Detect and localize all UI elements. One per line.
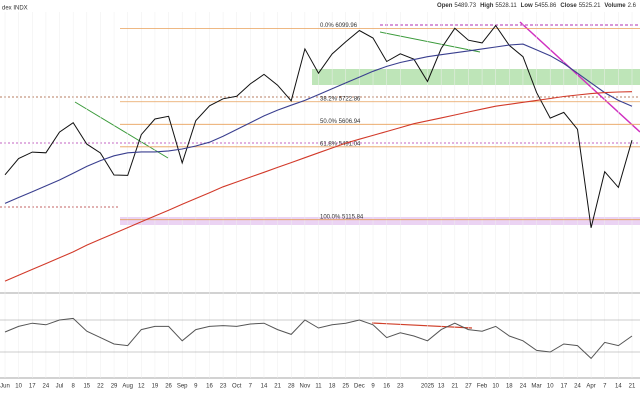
trend-line [74, 101, 169, 159]
x-tick-label: 15 [83, 384, 90, 390]
quote-value: 5455.86 [535, 3, 557, 9]
x-tick-label: 28 [288, 384, 295, 390]
x-tick-label: 24 [43, 384, 50, 390]
trend-line [519, 21, 640, 133]
x-tick-label: 21 [451, 384, 458, 390]
x-tick-label: 2025 [421, 384, 435, 390]
divergence-line [371, 322, 473, 329]
trend-line [379, 31, 481, 53]
fib-label: 38.2% 5722.86 [320, 96, 361, 102]
x-tick-label: 22 [97, 384, 104, 390]
x-tick-label: Nov [300, 384, 311, 390]
x-tick-label: 16 [206, 384, 213, 390]
x-tick-label: 10 [547, 384, 554, 390]
x-tick-label: 18 [329, 384, 336, 390]
x-tick-label: 17 [29, 384, 36, 390]
x-tick-label: 14 [261, 384, 268, 390]
fib-label: 50.0% 5606.94 [320, 119, 361, 125]
quote-value: 5528.11 [495, 3, 517, 9]
x-tick-label: Apr [586, 384, 595, 390]
x-tick-label: 19 [152, 384, 159, 390]
x-tick-label: 12 [138, 384, 145, 390]
quote-bar: Open 5489.73 High 5528.11 Low 5455.86 Close 552… [437, 3, 637, 9]
quote-name: Open [437, 3, 453, 9]
x-tick-label: 17 [561, 384, 568, 390]
quote-name: Low [521, 3, 533, 9]
x-tick-label: 7 [603, 384, 607, 390]
x-tick-label: Dec [354, 384, 365, 390]
x-tick-label: 25 [342, 384, 349, 390]
support-zone [312, 69, 640, 85]
series-line [4, 91, 633, 282]
series-line [4, 43, 633, 204]
x-tick-label: 21 [629, 384, 636, 390]
x-tick-label: 26 [165, 384, 172, 390]
series-line [4, 24, 633, 228]
chart-title: dex INDX [2, 6, 28, 12]
x-tick-label: Oct [232, 384, 242, 390]
x-tick-label: 11 [315, 384, 322, 390]
x-tick-label: 27 [465, 384, 472, 390]
x-tick-label: 7 [249, 384, 253, 390]
x-tick-label: 23 [220, 384, 227, 390]
x-tick-label: 21 [274, 384, 281, 390]
x-tick-label: 10 [15, 384, 22, 390]
x-tick-label: Mar [531, 384, 541, 390]
support-band [120, 217, 640, 225]
x-tick-label: 14 [615, 384, 622, 390]
quote-value: 5489.73 [454, 3, 476, 9]
x-tick-label: 10 [492, 384, 499, 390]
x-tick-label: 29 [111, 384, 118, 390]
x-tick-label: 9 [371, 384, 375, 390]
quote-name: High [480, 3, 494, 9]
x-tick-label: 8 [71, 384, 75, 390]
quote-name: Close [560, 3, 577, 9]
x-tick-label: Feb [477, 384, 488, 390]
quote-value: 2.6 [628, 3, 637, 9]
x-tick-label: 18 [506, 384, 513, 390]
quote-name: Volume [604, 3, 626, 9]
fib-label: 61.8% 5491.04 [320, 141, 361, 147]
series-line [4, 317, 633, 360]
x-tick-label: 9 [194, 384, 198, 390]
x-tick-label: 23 [397, 384, 404, 390]
x-tick-label: 24 [574, 384, 581, 390]
x-tick-label: Aug [122, 384, 133, 390]
fib-label: 100.0% 5115.84 [320, 214, 364, 220]
x-tick-label: Jun [0, 384, 10, 390]
quote-value: 5525.21 [579, 3, 601, 9]
fib-label: 0.0% 6099.96 [320, 23, 358, 29]
x-tick-label: Sep [177, 384, 188, 390]
x-tick-label: Jul [56, 384, 64, 390]
x-tick-label: 24 [520, 384, 527, 390]
x-tick-label: 16 [383, 384, 390, 390]
x-tick-label: 13 [438, 384, 445, 390]
